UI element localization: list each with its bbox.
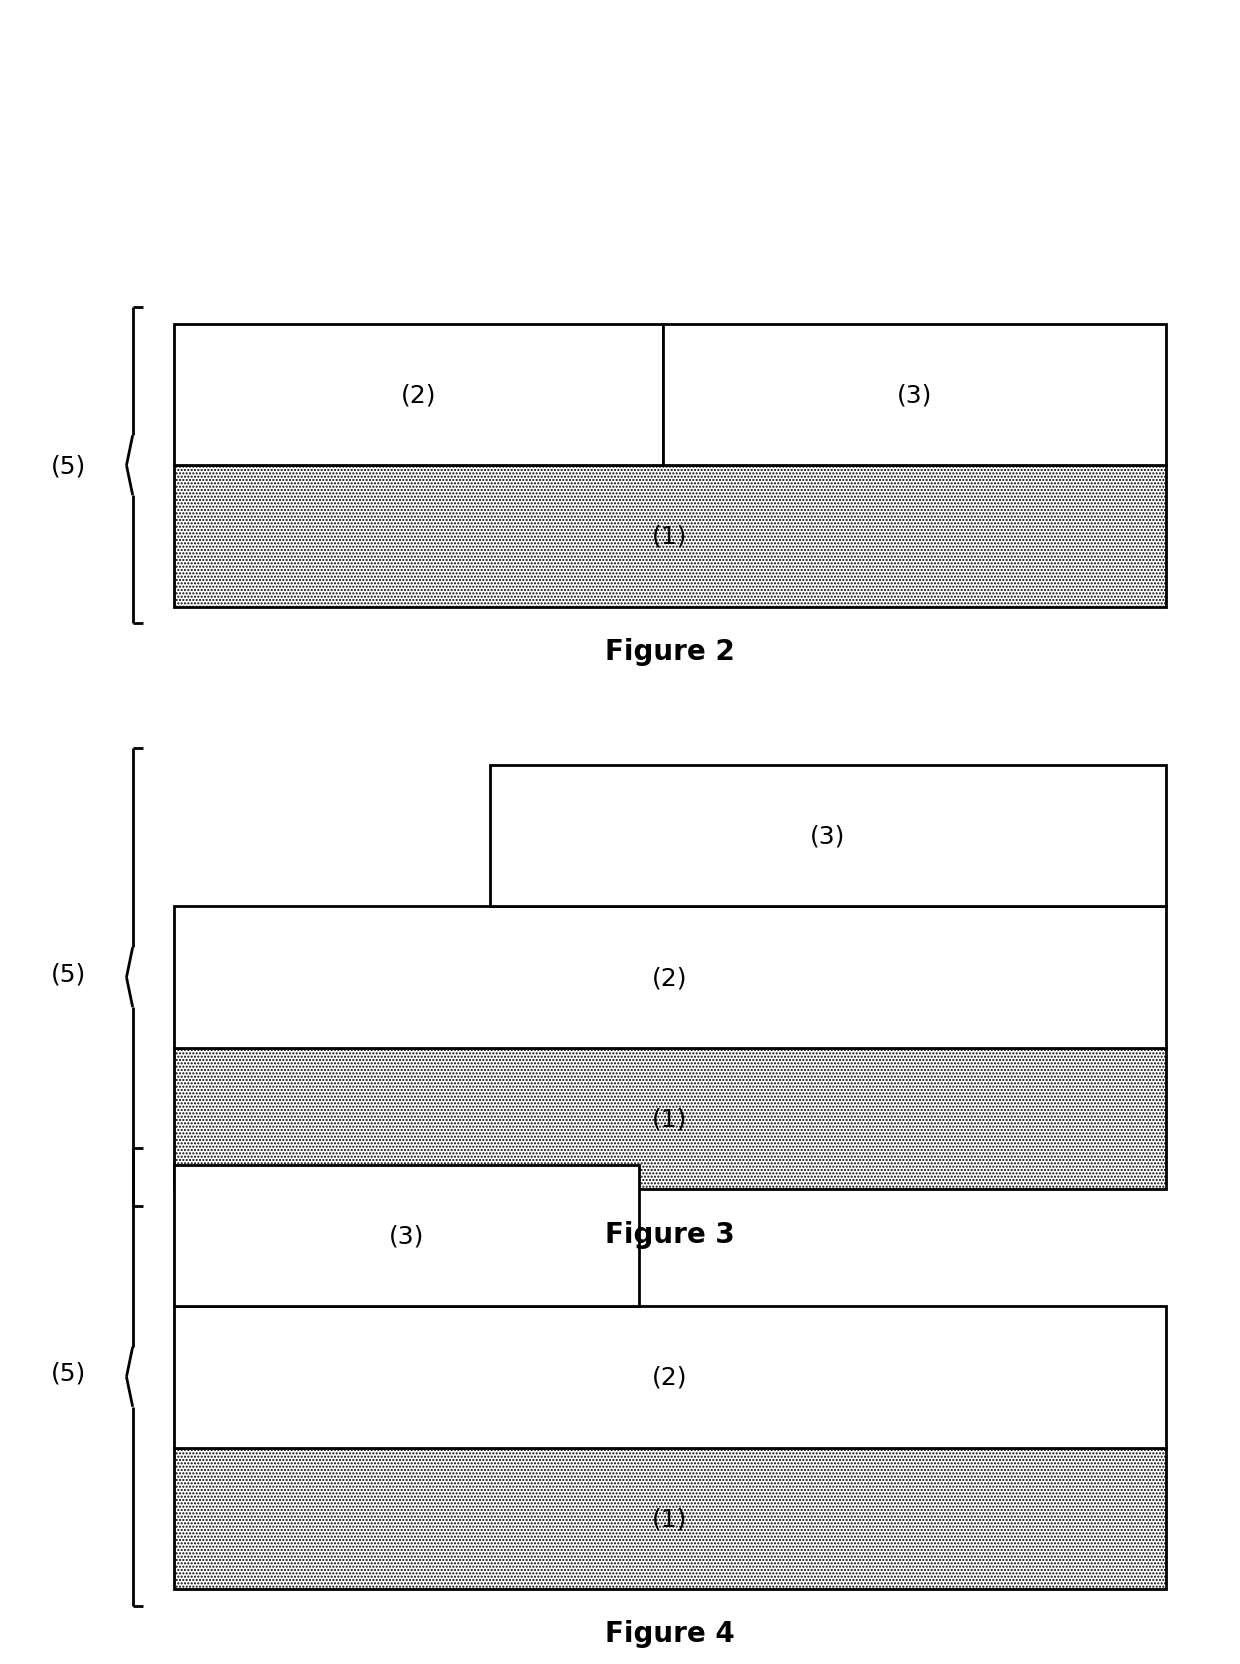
Text: (3): (3) (897, 383, 932, 408)
Text: (2): (2) (652, 965, 687, 990)
Text: (5): (5) (51, 454, 86, 478)
Bar (490, 765, 1166, 907)
Text: Figure 4: Figure 4 (605, 1619, 734, 1647)
Bar (663, 324, 1166, 466)
Text: Figure 2: Figure 2 (605, 637, 734, 666)
Bar (174, 1048, 1166, 1190)
Bar (174, 466, 1166, 607)
Bar (174, 907, 1166, 1048)
Text: (1): (1) (652, 524, 687, 549)
Bar (174, 324, 663, 466)
Text: (2): (2) (652, 1364, 687, 1389)
Text: (2): (2) (401, 383, 436, 408)
Bar (174, 1306, 1166, 1448)
Text: (5): (5) (51, 962, 86, 985)
Text: (1): (1) (652, 1107, 687, 1132)
Text: (3): (3) (388, 1223, 424, 1248)
Bar (174, 1165, 639, 1306)
Text: Figure 3: Figure 3 (605, 1220, 734, 1248)
Text: (3): (3) (810, 824, 846, 849)
Text: (1): (1) (652, 1506, 687, 1531)
Bar (174, 1448, 1166, 1589)
Text: (5): (5) (51, 1361, 86, 1384)
